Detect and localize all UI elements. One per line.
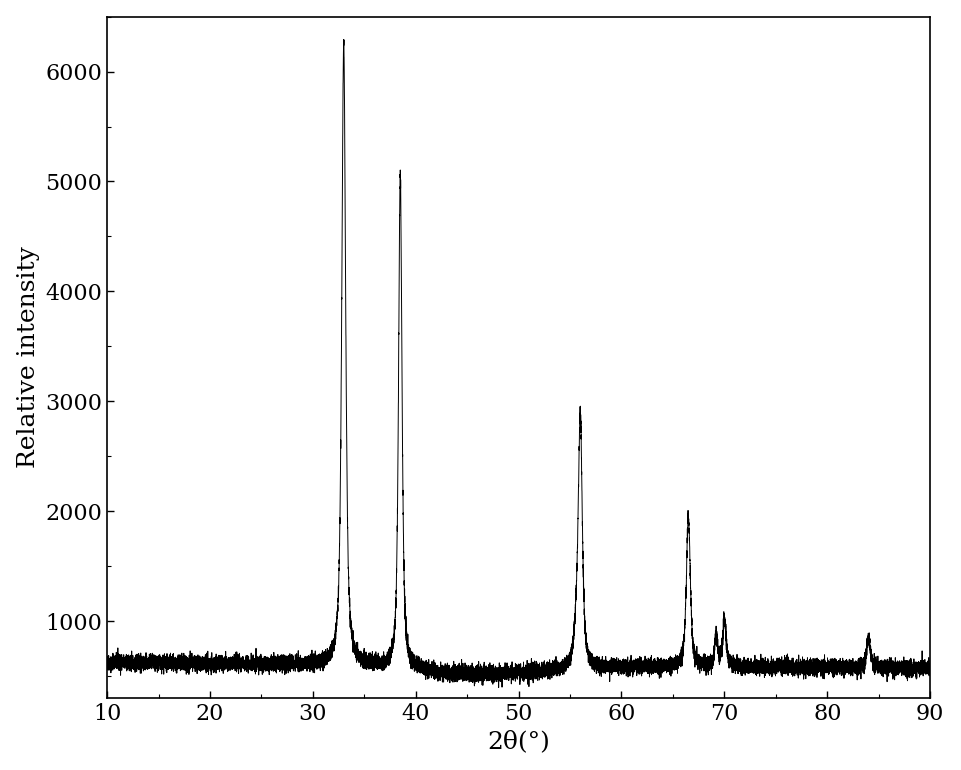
Y-axis label: Relative intensity: Relative intensity xyxy=(16,246,39,468)
X-axis label: 2θ(°): 2θ(°) xyxy=(487,730,550,753)
